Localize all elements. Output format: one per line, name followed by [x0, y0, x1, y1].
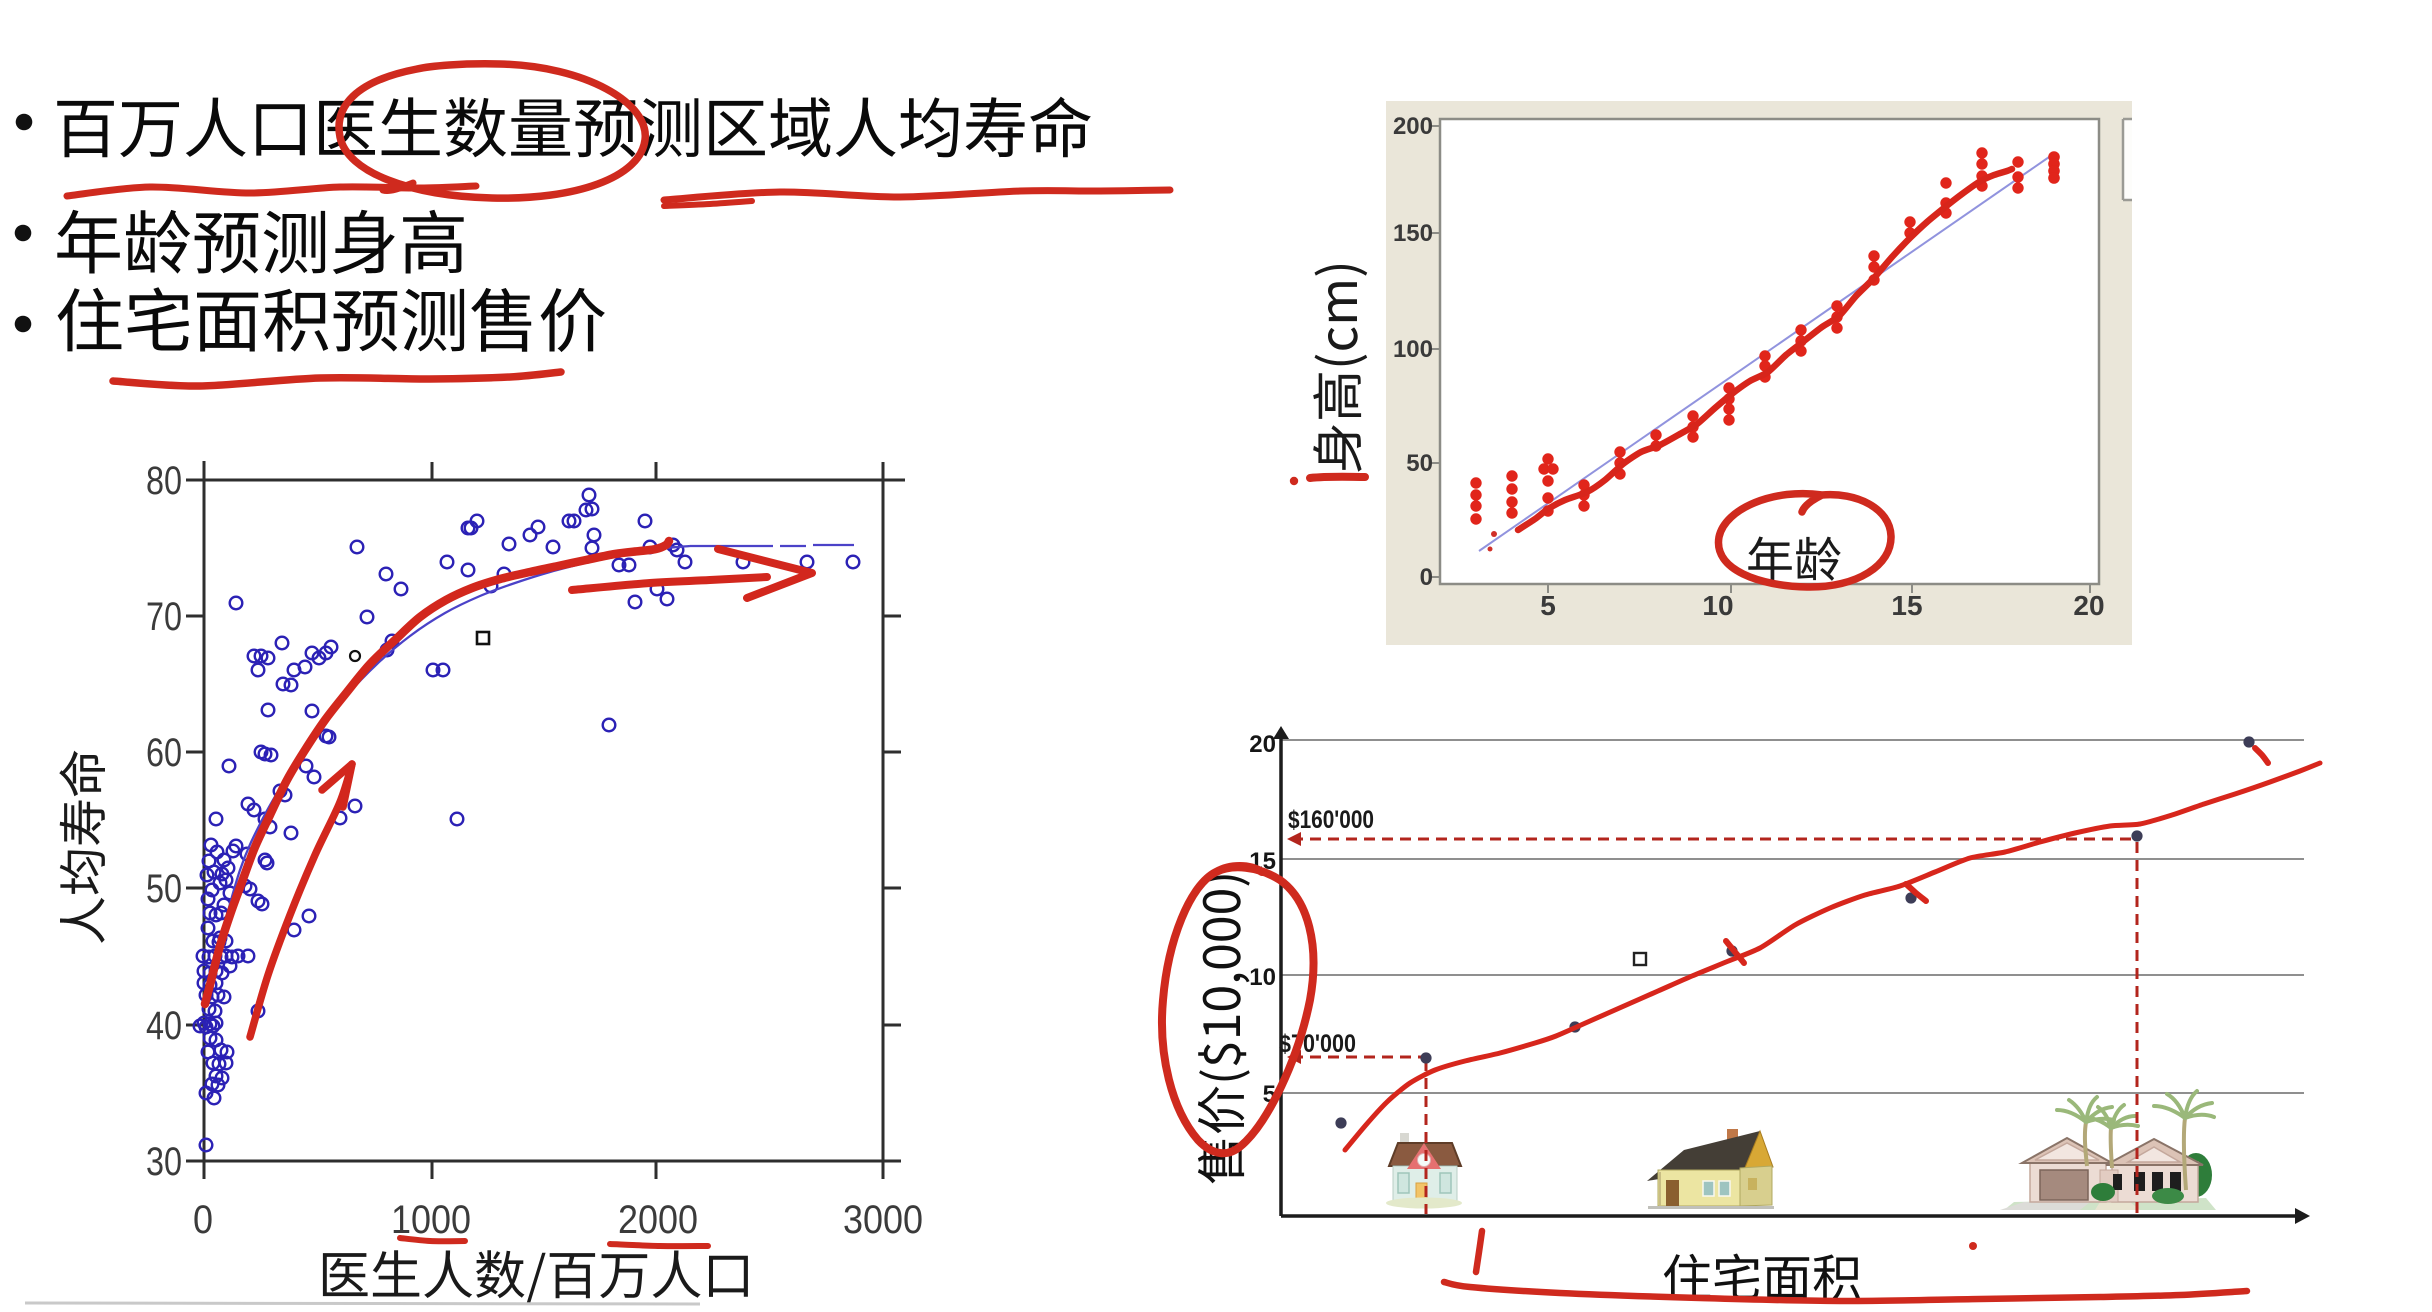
svg-text:70: 70 [146, 595, 182, 639]
svg-text:60: 60 [146, 731, 182, 775]
svg-text:50: 50 [146, 867, 182, 911]
svg-text:10: 10 [1702, 590, 1733, 621]
svg-text:20: 20 [1249, 731, 1276, 758]
svg-text:$70'000: $70'000 [1279, 1030, 1356, 1058]
svg-text:20: 20 [2073, 590, 2104, 621]
svg-text:50: 50 [1406, 450, 1433, 477]
svg-text:40: 40 [146, 1004, 182, 1048]
svg-text:5: 5 [1540, 590, 1556, 621]
svg-text:10: 10 [1249, 964, 1276, 991]
svg-text:200: 200 [1393, 113, 1433, 140]
svg-text:0: 0 [193, 1198, 213, 1242]
svg-text:80: 80 [146, 459, 182, 503]
svg-text:0: 0 [1420, 564, 1433, 591]
svg-text:100: 100 [1393, 336, 1433, 363]
svg-text:1000: 1000 [391, 1198, 471, 1242]
svg-text:30: 30 [146, 1140, 182, 1184]
svg-text:2000: 2000 [618, 1198, 698, 1242]
svg-text:150: 150 [1393, 220, 1433, 247]
svg-text:15: 15 [1891, 590, 1922, 621]
svg-text:3000: 3000 [843, 1198, 923, 1242]
svg-text:$160'000: $160'000 [1288, 806, 1374, 834]
